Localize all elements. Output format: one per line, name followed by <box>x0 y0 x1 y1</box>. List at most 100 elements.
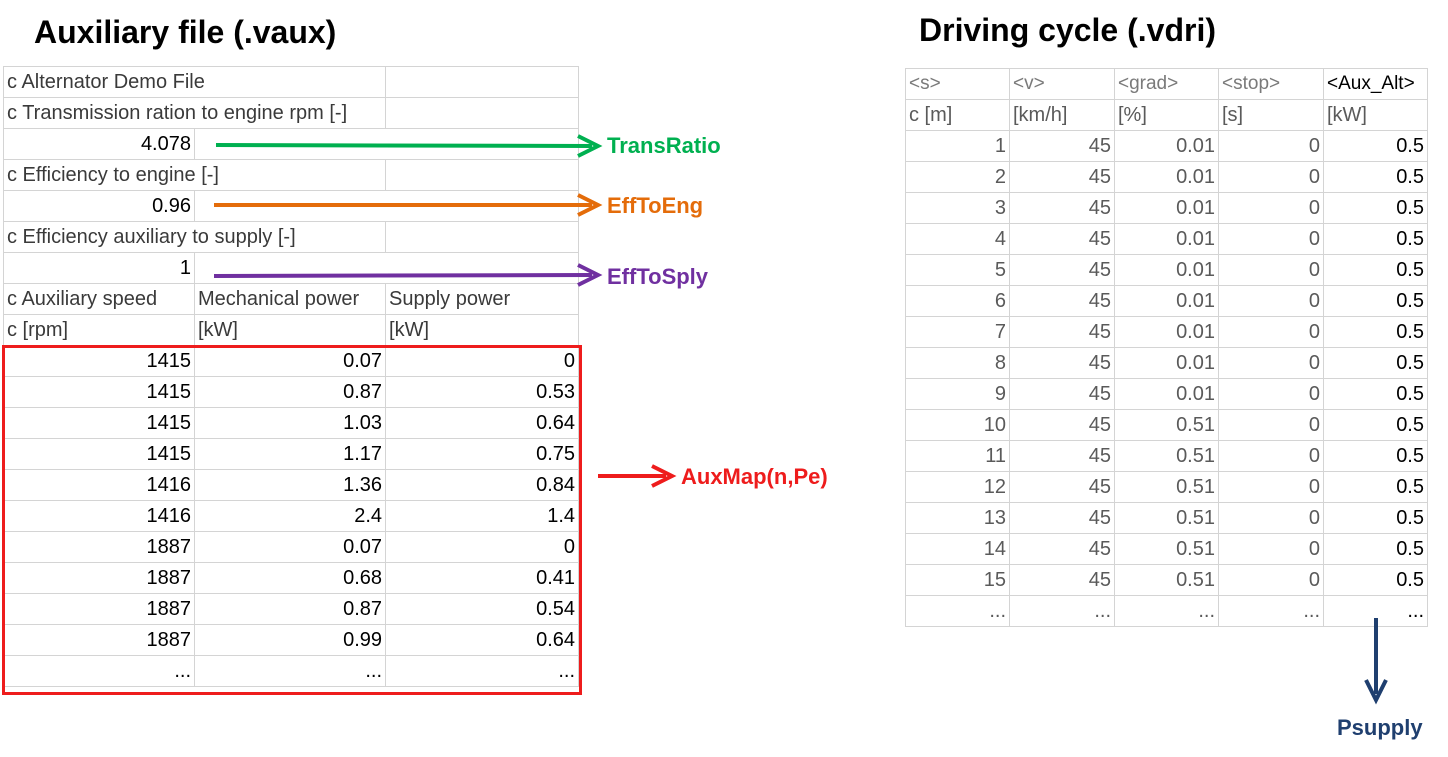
cycle-data-cell: 11 <box>905 440 1010 472</box>
cycle-data-cell: 0.01 <box>1114 316 1219 348</box>
cycle-data-row: 6 45 0.01 0 0.5 <box>905 285 1428 317</box>
aux-map-arrow: AuxMap(n,Pe) <box>598 464 828 489</box>
cycle-unit-cell: [km/h] <box>1009 99 1115 131</box>
cycle-data-cell: 45 <box>1009 440 1115 472</box>
cycle-data-cell: 0.5 <box>1323 533 1428 565</box>
cycle-data-row: 15 45 0.51 0 0.5 <box>905 564 1428 596</box>
cycle-header-row: <s> <v> <grad> <stop> <Aux_Alt> <box>905 68 1428 100</box>
cycle-unit-cell: [kW] <box>1323 99 1428 131</box>
cycle-data-cell: 3 <box>905 192 1010 224</box>
aux-row-header: c Auxiliary speed Mechanical power Supply … <box>3 283 580 315</box>
cycle-data-cell: 0.5 <box>1323 285 1428 317</box>
aux-header-cell: c Auxiliary speed <box>3 283 195 315</box>
cycle-data-cell: 0.01 <box>1114 285 1219 317</box>
cycle-data-row: 13 45 0.51 0 0.5 <box>905 502 1428 534</box>
cycle-data-cell: ... <box>1218 595 1324 627</box>
cycle-data-cell: 45 <box>1009 471 1115 503</box>
aux-row-value: 1 <box>3 252 580 284</box>
cycle-data-cell: ... <box>905 595 1010 627</box>
aux-data-cell: 1415 <box>3 376 195 408</box>
aux-row-comment: c Efficiency auxiliary to supply [-] <box>2 221 580 253</box>
cycle-data-cell: 45 <box>1009 285 1115 317</box>
cycle-data-row: 1 45 0.01 0 0.5 <box>905 130 1428 162</box>
cycle-data-cell: 0 <box>1218 316 1324 348</box>
eff-to-eng-arrow: EffToEng <box>214 193 703 218</box>
cycle-data-cell: 0.5 <box>1323 409 1428 441</box>
aux-data-cell: 0 <box>385 345 580 377</box>
cycle-data-cell: 0 <box>1218 192 1324 224</box>
aux-file-title: Auxiliary file (.vaux) <box>34 14 337 50</box>
cycle-data-cell: 0.5 <box>1323 564 1428 596</box>
cycle-data-cell: 0.51 <box>1114 533 1219 565</box>
cycle-data-cell: 0.5 <box>1323 502 1428 534</box>
cycle-data-cell: 15 <box>905 564 1010 596</box>
cycle-data-cell: 0.5 <box>1323 378 1428 410</box>
cycle-data-cell: 8 <box>905 347 1010 379</box>
cycle-data-cell: 12 <box>905 471 1010 503</box>
aux-data-cell: 0.75 <box>385 438 580 470</box>
cycle-data-cell: ... <box>1009 595 1115 627</box>
aux-file-table: c Alternator Demo File c Transmission rat… <box>2 66 580 687</box>
cycle-header-cell: <grad> <box>1114 68 1219 100</box>
aux-data-cell: 0.64 <box>385 624 580 656</box>
cycle-data-cell: 0.01 <box>1114 378 1219 410</box>
psupply-arrow: Psupply <box>1337 618 1423 740</box>
eff-to-sply-arrow: EffToSply <box>213 263 709 289</box>
aux-row-data: 1416 2.4 1.4 <box>3 500 580 532</box>
cycle-unit-cell: [s] <box>1218 99 1324 131</box>
cycle-data-cell: 0.51 <box>1114 502 1219 534</box>
cycle-data-cell: 0 <box>1218 564 1324 596</box>
aux-row-comment: c Alternator Demo File <box>2 66 580 98</box>
aux-data-cell: 0.64 <box>385 407 580 439</box>
cycle-data-row: 12 45 0.51 0 0.5 <box>905 471 1428 503</box>
cycle-header-cell: <Aux_Alt> <box>1323 68 1428 100</box>
aux-row-data: 1415 0.87 0.53 <box>3 376 580 408</box>
trans-ratio-label: TransRatio <box>607 133 721 158</box>
cycle-data-cell: 0.51 <box>1114 409 1219 441</box>
cycle-header-cell: <v> <box>1009 68 1115 100</box>
aux-data-cell: ... <box>3 655 195 687</box>
cycle-data-row: 2 45 0.01 0 0.5 <box>905 161 1428 193</box>
aux-empty-cell <box>193 252 580 284</box>
cycle-data-cell: 0.01 <box>1114 192 1219 224</box>
cycle-data-cell: 0.5 <box>1323 471 1428 503</box>
driving-cycle-table: <s> <v> <grad> <stop> <Aux_Alt> c [m] [km/h] [%… <box>905 68 1428 627</box>
aux-header-cell: c [rpm] <box>3 314 195 346</box>
cycle-data-cell: ... <box>1114 595 1219 627</box>
cycle-data-row: 9 45 0.01 0 0.5 <box>905 378 1428 410</box>
aux-row-data: 1887 0.68 0.41 <box>3 562 580 594</box>
cycle-data-cell: 10 <box>905 409 1010 441</box>
aux-data-cell: 2.4 <box>193 500 387 532</box>
cycle-data-cell: 45 <box>1009 347 1115 379</box>
cycle-data-cell: 0.01 <box>1114 347 1219 379</box>
cycle-data-cell: 0.5 <box>1323 347 1428 379</box>
cycle-data-row: 5 45 0.01 0 0.5 <box>905 254 1428 286</box>
eff-to-sply-label: EffToSply <box>607 264 709 289</box>
aux-data-cell: 0.87 <box>193 376 387 408</box>
aux-data-cell: 1.17 <box>193 438 387 470</box>
aux-header-cell: [kW] <box>385 314 580 346</box>
cycle-data-cell: 45 <box>1009 533 1115 565</box>
aux-value-cell: 4.078 <box>3 128 195 160</box>
aux-row-data: 1887 0.99 0.64 <box>3 624 580 656</box>
cycle-data-cell: 0.5 <box>1323 130 1428 162</box>
aux-header-cell: Supply power <box>385 283 580 315</box>
aux-data-cell: 0.99 <box>193 624 387 656</box>
cycle-data-cell: 0.5 <box>1323 192 1428 224</box>
driving-cycle-title: Driving cycle (.vdri) <box>919 12 1216 48</box>
cycle-data-cell: 0 <box>1218 502 1324 534</box>
aux-comment-cell: c Transmission ration to engine rpm [-] <box>2 97 387 129</box>
aux-data-cell: 0.07 <box>193 531 387 563</box>
eff-to-eng-label: EffToEng <box>607 193 703 218</box>
cycle-data-row: 3 45 0.01 0 0.5 <box>905 192 1428 224</box>
aux-empty-cell <box>385 221 580 253</box>
cycle-data-cell: 13 <box>905 502 1010 534</box>
cycle-data-cell: 0 <box>1218 161 1324 193</box>
aux-header-cell: [kW] <box>193 314 387 346</box>
aux-data-cell: 1887 <box>3 593 195 625</box>
aux-empty-cell <box>385 159 580 191</box>
aux-row-data: 1416 1.36 0.84 <box>3 469 580 501</box>
aux-comment-cell: c Alternator Demo File <box>2 66 387 98</box>
aux-row-header: c [rpm] [kW] [kW] <box>3 314 580 346</box>
